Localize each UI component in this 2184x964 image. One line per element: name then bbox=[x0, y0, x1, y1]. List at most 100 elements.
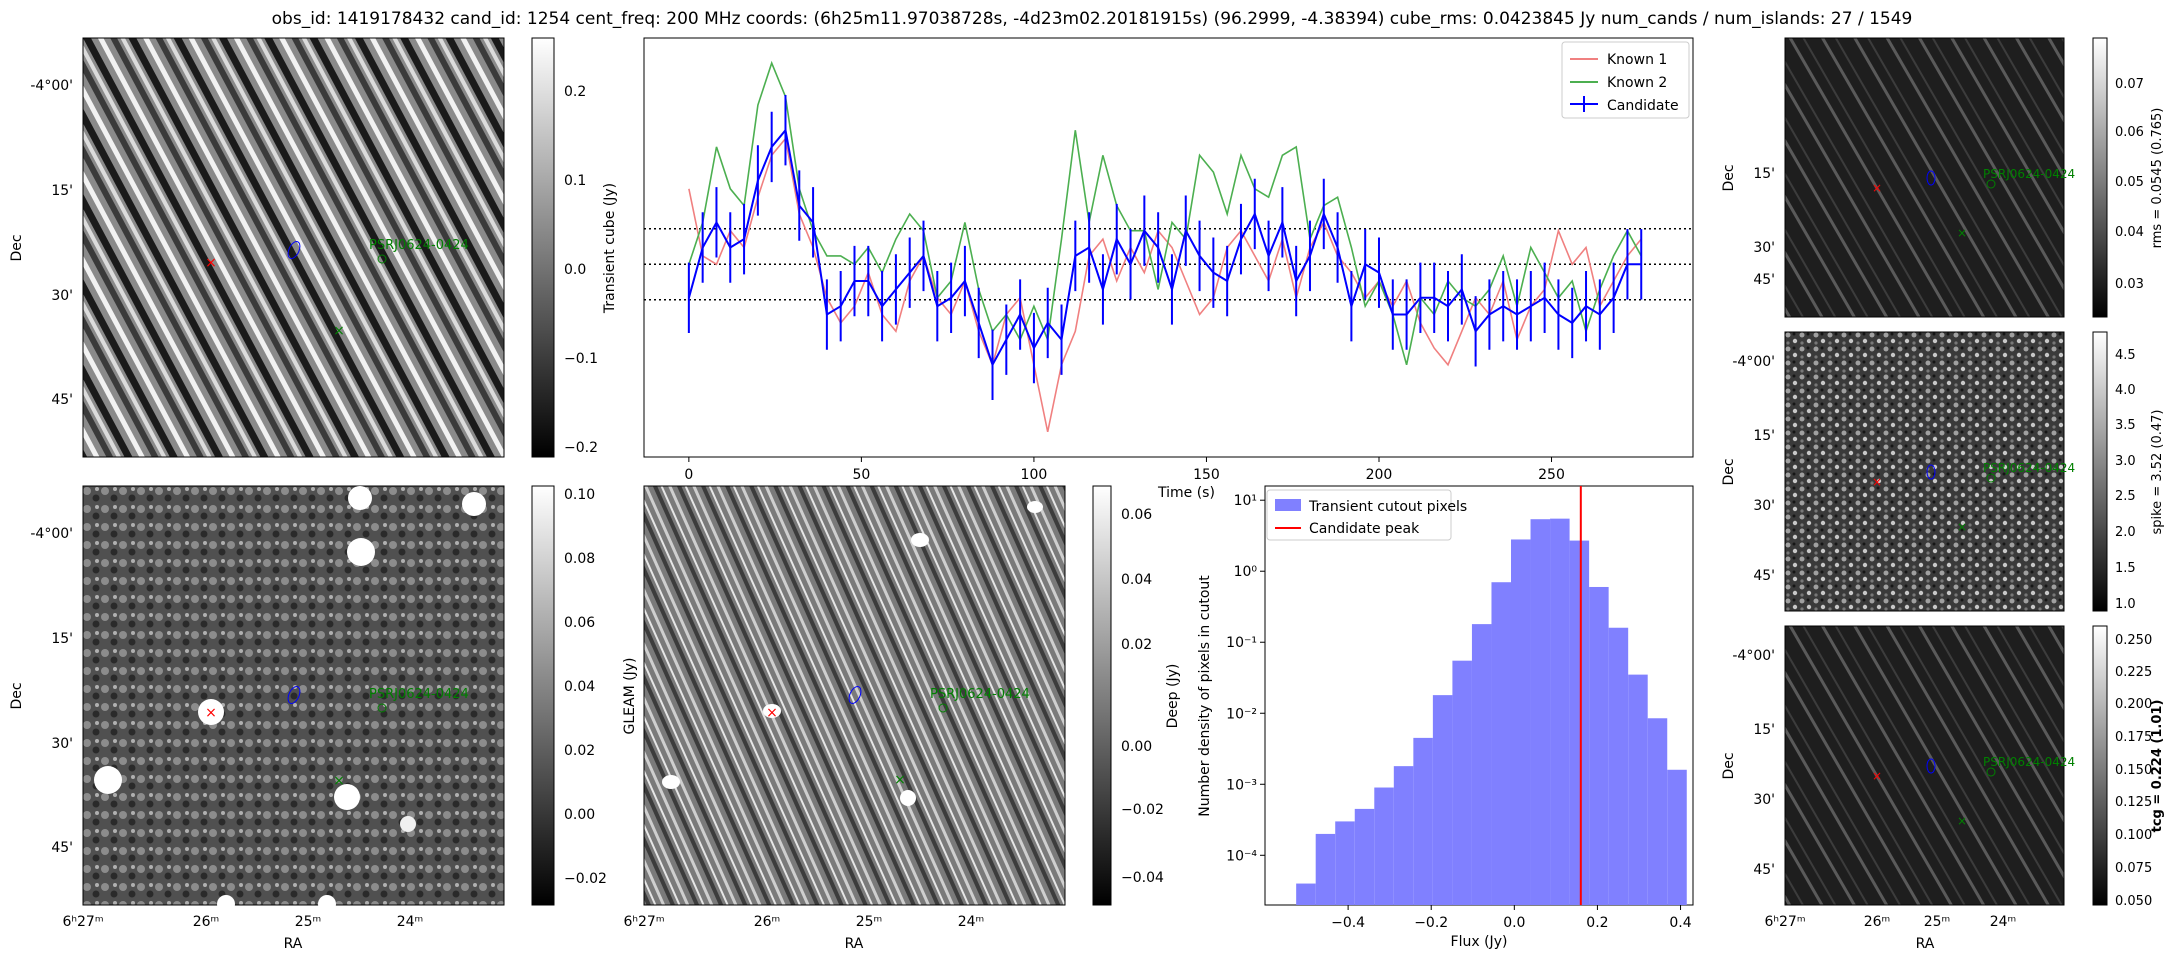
colorbar-tick: −0.02 bbox=[1121, 802, 1164, 818]
deep-image-panel: × × PSRJ0624-0424 6ʰ27ᵐ 26ᵐ 25ᵐ 24ᵐ RA bbox=[623, 485, 1066, 963]
light-curve-chart: 0 50 100 150 200 250 Transient cube (Jy) Time… bbox=[602, 37, 1694, 501]
x-tick-label: 50 bbox=[852, 467, 870, 483]
colorbar-tick: 0.04 bbox=[564, 679, 595, 695]
colorbar-tick: −0.04 bbox=[1121, 870, 1164, 886]
colorbar-tick: 2.5 bbox=[2115, 489, 2136, 504]
histogram-bar bbox=[1413, 737, 1433, 905]
histogram-bar bbox=[1296, 883, 1316, 905]
ra-tick-label: 26ᵐ bbox=[1864, 914, 1891, 930]
x-tick-label: −0.4 bbox=[1331, 915, 1365, 931]
colorbar-tick: −0.1 bbox=[564, 351, 598, 367]
dec-axis-label: Dec bbox=[9, 682, 25, 709]
colorbar-tick: 0.200 bbox=[2115, 697, 2152, 712]
dec-tick-label: 15' bbox=[1753, 166, 1775, 182]
y-tick-label: 10⁻⁴ bbox=[1226, 848, 1257, 864]
colorbar-tick: 0.00 bbox=[564, 807, 595, 823]
x-tick-label: 250 bbox=[1538, 467, 1565, 483]
histogram-bar bbox=[1491, 582, 1511, 905]
ra-tick-label: 6ʰ27ᵐ bbox=[1764, 914, 1805, 930]
rms-image-panel: × × PSRJ0624-0424 15' 30' 45' Dec bbox=[1721, 37, 2075, 318]
dec-tick-label: 30' bbox=[1753, 792, 1775, 808]
dec-tick-label: 45' bbox=[51, 840, 73, 856]
dec-tick-label: 30' bbox=[1753, 498, 1775, 514]
svg-text:×: × bbox=[894, 772, 906, 788]
svg-text:×: × bbox=[1957, 814, 1967, 828]
dec-tick-label: -4°00' bbox=[1732, 648, 1775, 664]
colorbar-tick: 0.04 bbox=[2115, 225, 2144, 240]
tcg-colorbar: 0.250 0.225 0.200 0.175 0.150 0.125 0.10… bbox=[2092, 625, 2165, 909]
spike-image-panel: × × PSRJ0624-0424 -4°00' 15' 30' 45' Dec bbox=[1721, 331, 2075, 612]
ra-tick-label: 25ᵐ bbox=[1924, 914, 1951, 930]
x-tick-label: −0.2 bbox=[1414, 915, 1448, 931]
histogram-bar bbox=[1510, 539, 1531, 905]
histogram-bar bbox=[1374, 787, 1394, 905]
colorbar-label: GLEAM (Jy) bbox=[622, 658, 638, 735]
histogram-bar bbox=[1452, 660, 1472, 905]
colorbar-tick: 0.250 bbox=[2115, 633, 2152, 648]
y-axis-ticks: 10¹ 10⁰ 10⁻¹ 10⁻² 10⁻³ 10⁻⁴ bbox=[1226, 493, 1265, 864]
y-tick-label: 10¹ bbox=[1234, 493, 1257, 509]
x-axis-label: Flux (Jy) bbox=[1451, 934, 1508, 950]
colorbar-tick: 0.075 bbox=[2115, 861, 2152, 876]
dec-tick-label: -4°00' bbox=[30, 78, 73, 94]
pulsar-circle bbox=[377, 254, 387, 264]
dec-tick-label: 45' bbox=[1753, 862, 1775, 878]
colorbar-tick: −0.02 bbox=[564, 871, 607, 887]
colorbar-tick: 0.050 bbox=[2115, 894, 2152, 909]
dec-tick-label: 15' bbox=[51, 183, 73, 199]
light-curve-series bbox=[687, 60, 1643, 433]
colorbar-label: Deep (Jy) bbox=[1165, 664, 1181, 729]
colorbar-label: rms = 0.0545 (0.765) bbox=[2150, 108, 2165, 249]
colorbar-tick: 3.0 bbox=[2115, 454, 2136, 469]
ra-tick-label: 26ᵐ bbox=[193, 914, 220, 930]
y-axis-label: Number density of pixels in cutout bbox=[1197, 575, 1213, 817]
transient-colorbar: 0.2 0.1 0.0 −0.1 −0.2 bbox=[531, 37, 598, 458]
spike-colorbar: 4.5 4.0 3.5 3.0 2.5 2.0 1.5 1.0 spike = … bbox=[2092, 331, 2165, 612]
figure-title: obs_id: 1419178432 cand_id: 1254 cent_fr… bbox=[272, 9, 1913, 29]
pulsar-label: PSRJ0624-0424 bbox=[1983, 167, 2075, 181]
ra-tick-label: 6ʰ27ᵐ bbox=[62, 914, 103, 930]
histogram-bar bbox=[1335, 821, 1355, 905]
dec-tick-label: 15' bbox=[1753, 722, 1775, 738]
svg-text:×: × bbox=[1957, 226, 1967, 240]
svg-text:×: × bbox=[1872, 769, 1882, 783]
pulsar-label: PSRJ0624-0424 bbox=[369, 238, 469, 253]
dec-tick-label: 15' bbox=[1753, 428, 1775, 444]
colorbar-tick: 0.06 bbox=[564, 615, 595, 631]
ra-axis-label: RA bbox=[1916, 936, 1935, 952]
flux-histogram-chart: −0.4 −0.2 0.0 0.2 0.4 10¹ 10⁰ 10⁻¹ 10⁻² 10⁻³ 10⁻⁴… bbox=[1197, 485, 1694, 950]
dec-tick-label: -4°00' bbox=[1732, 354, 1775, 370]
colorbar-tick: 3.5 bbox=[2115, 418, 2136, 433]
candidate-ellipse bbox=[287, 241, 301, 259]
x-tick-label: 0.2 bbox=[1586, 915, 1608, 931]
x-axis-ticks: 0 50 100 150 200 250 bbox=[684, 457, 1565, 483]
colorbar-tick: 0.2 bbox=[564, 84, 586, 100]
legend-candidate-peak: Candidate peak bbox=[1309, 521, 1420, 537]
pulsar-label: PSRJ0624-0424 bbox=[1983, 755, 2075, 769]
ra-tick-label: 24ᵐ bbox=[397, 914, 424, 930]
gleam-image-panel: × × PSRJ0624-0424 -4°00' 15' 30' 45' Dec… bbox=[9, 485, 505, 952]
dec-tick-label: 30' bbox=[1753, 240, 1775, 256]
dec-axis-label: Dec bbox=[1721, 164, 1737, 191]
candidate-marker: × bbox=[205, 255, 217, 271]
ra-tick-label: 6ʰ27ᵐ bbox=[623, 914, 664, 930]
pulsar-marker: × bbox=[333, 323, 345, 339]
ra-tick-label: 25ᵐ bbox=[295, 914, 322, 930]
colorbar-tick: 0.02 bbox=[564, 743, 595, 759]
colorbar-tick: 0.175 bbox=[2115, 730, 2152, 745]
histogram-bar bbox=[1608, 627, 1629, 905]
x-axis-label: Time (s) bbox=[1157, 485, 1215, 501]
colorbar-tick: 0.150 bbox=[2115, 763, 2152, 778]
x-tick-label: 100 bbox=[1021, 467, 1048, 483]
svg-text:×: × bbox=[333, 773, 345, 789]
colorbar-tick: −0.2 bbox=[564, 440, 598, 456]
histogram-bar bbox=[1628, 674, 1648, 905]
x-tick-label: 0.4 bbox=[1669, 915, 1691, 931]
histogram-bar bbox=[1530, 519, 1551, 905]
y-tick-label: 10⁻¹ bbox=[1226, 635, 1257, 651]
ra-tick-label: 24ᵐ bbox=[958, 914, 985, 930]
gleam-colorbar: 0.10 0.08 0.06 0.04 0.02 0.00 −0.02 GLEA… bbox=[531, 485, 638, 906]
rms-colorbar: 0.07 0.06 0.05 0.04 0.03 rms = 0.0545 (0… bbox=[2092, 37, 2165, 318]
histogram-bar bbox=[1550, 518, 1570, 905]
legend-candidate: Candidate bbox=[1607, 98, 1679, 114]
